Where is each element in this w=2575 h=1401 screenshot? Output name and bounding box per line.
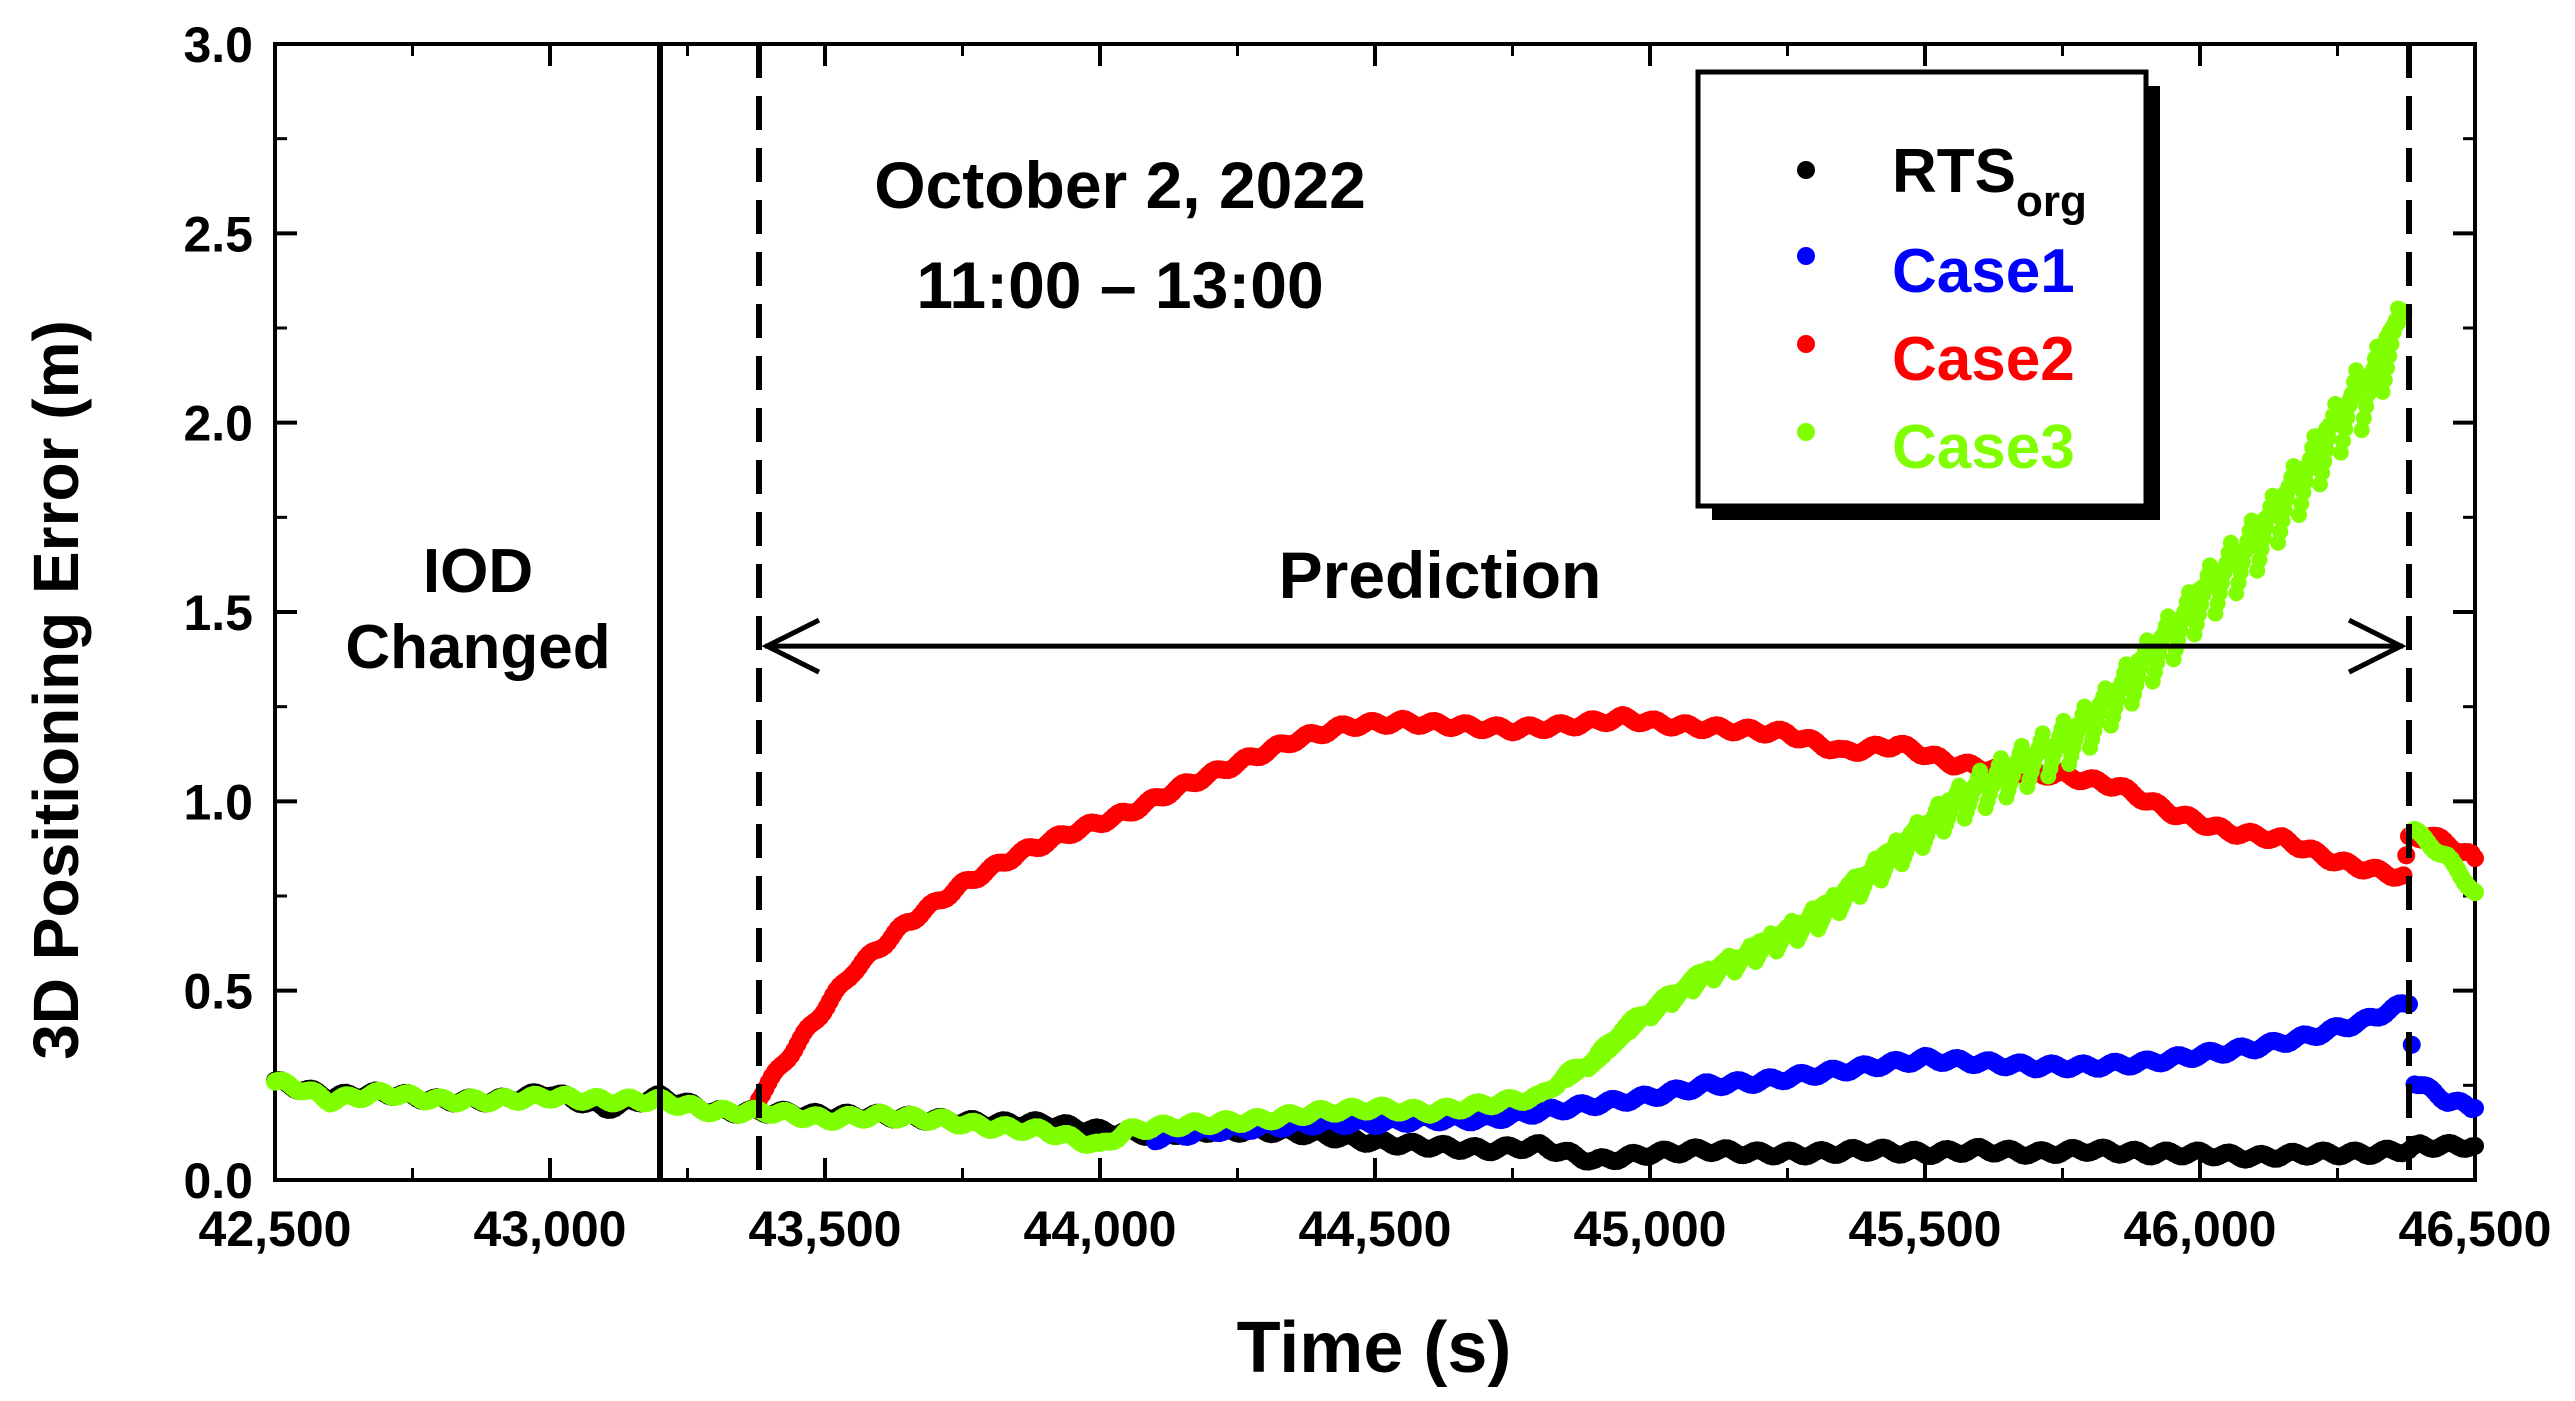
data-point bbox=[2364, 362, 2381, 379]
iod-annotation-line2: Changed bbox=[345, 613, 610, 682]
data-point bbox=[2160, 608, 2177, 625]
data-point bbox=[1888, 832, 1905, 849]
data-point bbox=[1804, 900, 1821, 917]
data-point bbox=[2327, 395, 2344, 412]
data-point bbox=[2306, 428, 2323, 445]
y-tick-label: 2.0 bbox=[183, 396, 253, 452]
x-tick-label: 43,500 bbox=[749, 1201, 902, 1257]
data-point bbox=[1992, 750, 2009, 767]
x-tick-label: 44,500 bbox=[1299, 1201, 1452, 1257]
x-tick-label: 45,000 bbox=[1574, 1201, 1727, 1257]
data-point bbox=[2466, 849, 2484, 868]
legend-marker-case1 bbox=[1797, 247, 1815, 265]
data-point bbox=[1783, 912, 1800, 929]
data-point bbox=[2355, 410, 2372, 427]
prediction-arrow-left-head bbox=[761, 617, 821, 675]
data-point bbox=[2055, 712, 2072, 729]
prediction-label: Prediction bbox=[1279, 538, 1602, 612]
data-point bbox=[2181, 584, 2197, 601]
x-tick-label: 43,000 bbox=[474, 1201, 627, 1257]
legend-box bbox=[1695, 69, 2149, 509]
series-case1 bbox=[1146, 994, 2484, 1151]
x-tick-label: 44,000 bbox=[1024, 1201, 1177, 1257]
data-point bbox=[2360, 386, 2377, 403]
data-point bbox=[2390, 300, 2406, 317]
data-point bbox=[2381, 348, 2398, 365]
date-annotation-line1: October 2, 2022 bbox=[874, 148, 1366, 222]
data-point bbox=[2222, 534, 2239, 551]
data-point bbox=[1972, 762, 1988, 779]
iod-annotation-line1: IOD bbox=[423, 537, 533, 606]
data-point bbox=[2376, 371, 2393, 388]
prediction-arrow-right-head bbox=[2347, 617, 2407, 675]
y-tick-label: 1.5 bbox=[183, 585, 253, 641]
legend: RTSorg Case1 Case2 Case3 bbox=[1695, 69, 2160, 520]
data-point bbox=[2466, 1136, 2484, 1155]
data-point bbox=[2379, 360, 2395, 377]
data-point bbox=[2358, 398, 2375, 415]
legend-label-case2: Case2 bbox=[1892, 325, 2075, 394]
legend-marker-case3 bbox=[1797, 423, 1815, 441]
data-point bbox=[2013, 737, 2030, 754]
data-point bbox=[1867, 850, 1884, 867]
date-annotation-line2: 11:00 – 13:00 bbox=[916, 248, 1323, 322]
y-tick-label: 3.0 bbox=[183, 17, 253, 73]
y-tick-label: 1.0 bbox=[183, 774, 253, 830]
data-point bbox=[2385, 324, 2402, 341]
legend-label-case1: Case1 bbox=[1892, 237, 2075, 306]
x-axis-label: Time (s) bbox=[1237, 1308, 1512, 1388]
data-point bbox=[2353, 422, 2370, 439]
x-tick-label: 46,000 bbox=[2124, 1201, 2277, 1257]
data-point bbox=[2374, 383, 2391, 400]
y-tick-label: 0.5 bbox=[183, 964, 253, 1020]
legend-label-rts: RTSorg bbox=[1892, 137, 2087, 226]
legend-label-case3: Case3 bbox=[1892, 413, 2075, 482]
y-tick-label: 0.0 bbox=[183, 1153, 253, 1209]
data-point bbox=[2201, 557, 2218, 574]
legend-label-rts-main: RTS bbox=[1892, 137, 2016, 206]
data-point bbox=[2097, 680, 2114, 697]
data-point bbox=[2034, 725, 2051, 742]
data-point bbox=[2366, 350, 2383, 367]
data-point bbox=[2264, 487, 2281, 504]
data-point bbox=[2383, 336, 2400, 353]
data-point bbox=[1951, 777, 1968, 794]
data-point bbox=[2387, 312, 2404, 329]
data-point bbox=[2118, 656, 2135, 673]
plot-layer: 42,500 43,000 43,500 44,000 44,500 45,000 45,5… bbox=[183, 17, 2551, 1257]
x-tick-label: 46,500 bbox=[2399, 1201, 2552, 1257]
data-point bbox=[1930, 795, 1947, 812]
data-point bbox=[1909, 814, 1926, 831]
legend-marker-case2 bbox=[1797, 335, 1815, 353]
legend-label-rts-sub: org bbox=[2016, 177, 2087, 226]
data-point bbox=[2369, 338, 2386, 355]
data-point bbox=[2243, 512, 2260, 529]
x-tick-label: 45,500 bbox=[1849, 1201, 2002, 1257]
x-tick-label: 42,500 bbox=[199, 1201, 352, 1257]
y-axis-label: 3D Positioning Error (m) bbox=[20, 320, 92, 1060]
data-point bbox=[2362, 374, 2379, 391]
data-point bbox=[2076, 698, 2093, 715]
data-point bbox=[2466, 1099, 2484, 1118]
data-point bbox=[2285, 458, 2302, 475]
y-tick-label: 2.5 bbox=[183, 206, 253, 262]
legend-marker-rts bbox=[1797, 161, 1815, 179]
data-point bbox=[2348, 362, 2365, 379]
data-point bbox=[2466, 883, 2484, 902]
